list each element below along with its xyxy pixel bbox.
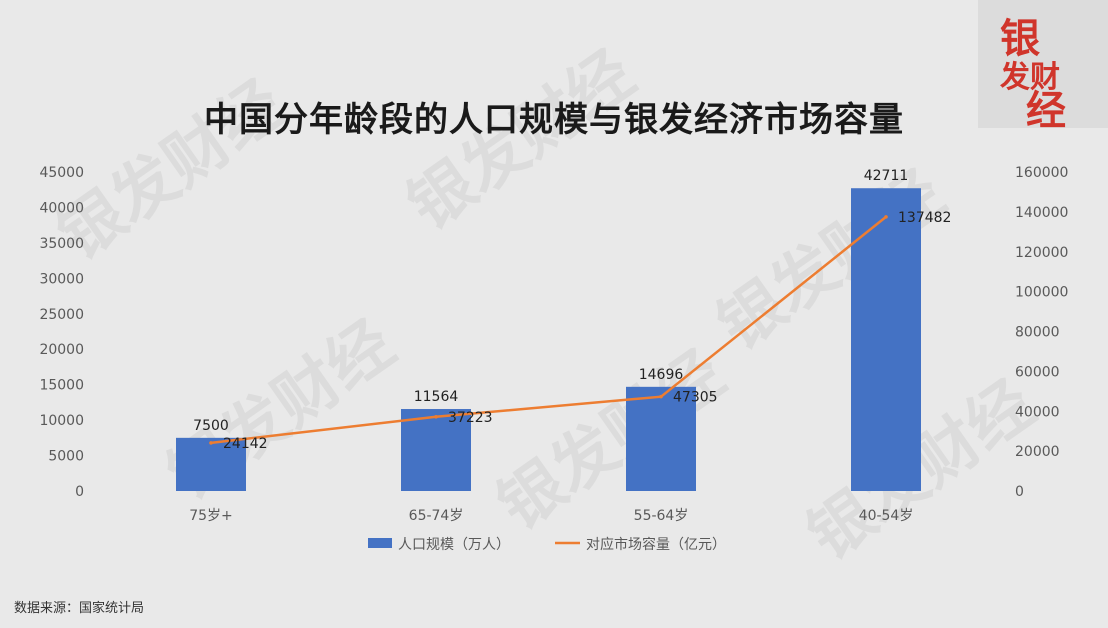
bar-series: 7500 11564 14696 42711 [176,168,921,491]
logo-char-1: 银 [1000,15,1040,62]
bar [401,409,471,491]
right-tick-label: 140000 [1015,205,1068,221]
left-tick-label: 15000 [39,378,84,394]
legend-label-bar: 人口规模（万人） [398,537,510,553]
data-source: 数据来源：国家统计局 [14,601,145,616]
line-point [209,441,213,445]
line-point [884,215,888,219]
chart-title: 中国分年龄段的人口规模与银发经济市场容量 [204,100,904,140]
bar [851,188,921,491]
left-tick-label: 35000 [39,236,84,252]
legend-label-line: 对应市场容量（亿元） [586,536,726,553]
bar-data-label: 14696 [639,367,684,383]
left-tick-label: 25000 [39,307,84,323]
logo-char-3: 经 [1026,87,1066,134]
left-tick-label: 20000 [39,342,84,358]
category-label: 65-74岁 [409,508,464,524]
bar-data-label: 7500 [193,418,229,434]
line-series: 24142 37223 47305 137482 [209,210,951,452]
line-data-label: 137482 [898,210,951,226]
line-path [210,215,887,445]
right-tick-label: 120000 [1015,245,1068,261]
left-axis: 0 5000 10000 15000 20000 25000 30000 35000 40000… [39,165,84,500]
bar-data-label: 42711 [864,168,909,184]
category-label: 75岁+ [189,508,233,524]
bar [626,386,696,491]
left-tick-label: 0 [75,484,84,500]
line-point [434,414,438,419]
left-tick-label: 45000 [39,165,84,181]
right-axis: 0 20000 40000 60000 80000 100000 120000 140000 1… [1015,165,1068,500]
line-data-label: 24142 [223,436,268,452]
category-label: 55-64岁 [634,508,689,524]
left-tick-label: 10000 [39,413,84,429]
right-tick-label: 160000 [1015,165,1068,181]
left-tick-label: 5000 [48,449,84,465]
category-axis: 75岁+ 65-74岁 55-64岁 40-54岁 [189,508,913,524]
left-tick-label: 40000 [39,200,84,216]
line-point [659,394,663,399]
brand-logo: 银 发财 经 [978,0,1108,134]
right-tick-label: 20000 [1015,444,1060,460]
right-tick-label: 80000 [1015,325,1060,341]
right-tick-label: 60000 [1015,364,1060,380]
right-tick-label: 100000 [1015,285,1068,301]
left-tick-label: 30000 [39,271,84,287]
bar [176,437,246,491]
legend: 人口规模（万人） 对应市场容量（亿元） [368,536,726,553]
logo-char-2: 发财 [1000,60,1060,95]
line-data-label: 47305 [673,390,718,406]
legend-swatch-bar [368,538,392,548]
right-tick-label: 0 [1015,484,1024,500]
line-data-label: 37223 [448,410,493,426]
right-tick-label: 40000 [1015,404,1060,420]
bar-data-label: 11564 [414,389,459,405]
category-label: 40-54岁 [859,508,914,524]
